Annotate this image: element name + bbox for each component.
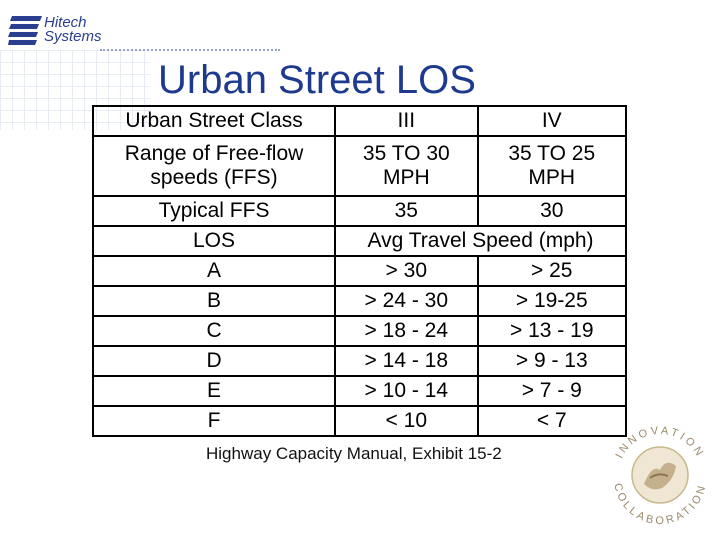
table-cell: Avg Travel Speed (mph) (334, 225, 627, 257)
cell-line: 35 TO 30 (362, 142, 450, 165)
table-row-los-header: LOS Avg Travel Speed (mph) (91, 225, 627, 257)
innovation-collaboration-seal: INNOVATION COLLABORATION (611, 425, 706, 527)
page-title: Urban Street LOS (158, 58, 476, 102)
table-cell: 35 TO 30 MPH (334, 135, 479, 197)
table-cell: A (91, 255, 337, 287)
table-row: A > 30 > 25 (91, 255, 628, 287)
cell-line: MPH (528, 166, 576, 189)
table-row-ffs-range: Range of Free-flow speeds (FFS) 35 TO 30 M… (91, 135, 628, 197)
logo-line-1: Hitech (44, 14, 87, 31)
table-cell: > 7 - 9 (476, 375, 628, 407)
table-cell: C (91, 315, 337, 347)
dotted-divider (100, 49, 280, 51)
table-header-row: Urban Street Class III IV (91, 105, 628, 137)
table-row-typical: Typical FFS 35 30 (91, 195, 628, 227)
table-cell: > 30 (334, 255, 479, 287)
cell-line: MPH (382, 166, 430, 189)
table-cell: > 9 - 13 (476, 345, 628, 377)
table-cell: > 18 - 24 (334, 315, 479, 347)
table-row: C > 18 - 24 > 13 - 19 (91, 315, 628, 347)
cell-line: speeds (FFS) (150, 166, 278, 189)
table-cell: 35 TO 25 MPH (476, 135, 628, 197)
table-cell: > 24 - 30 (334, 285, 479, 317)
table-row: B > 24 - 30 > 19-25 (91, 285, 628, 317)
table-cell: > 13 - 19 (476, 315, 628, 347)
table-cell: < 7 (476, 405, 628, 437)
table-cell: B (91, 285, 337, 317)
cell-line: 35 TO 25 (508, 142, 596, 165)
source-caption: Highway Capacity Manual, Exhibit 15-2 (206, 444, 502, 463)
table-row: E > 10 - 14 > 7 - 9 (91, 375, 628, 407)
table-row: F < 10 < 7 (91, 405, 628, 437)
hitech-logo (8, 16, 42, 45)
table-cell: F (91, 405, 337, 437)
table-cell: D (91, 345, 337, 377)
table-cell: 30 (476, 195, 628, 227)
table-cell: E (91, 375, 337, 407)
table-cell: > 10 - 14 (334, 375, 479, 407)
table-row: D > 14 - 18 > 9 - 13 (91, 345, 628, 377)
logo-text: Hitech Systems (44, 14, 102, 45)
table-cell: 35 (334, 195, 479, 227)
table-cell: Typical FFS (91, 195, 337, 227)
logo-line-2: Systems (44, 28, 102, 45)
table-cell: III (334, 105, 479, 137)
table-cell: > 25 (476, 255, 628, 287)
table-cell: < 10 (334, 405, 479, 437)
table-cell: > 14 - 18 (334, 345, 479, 377)
table-cell: LOS (91, 225, 337, 257)
table-cell: Range of Free-flow speeds (FFS) (91, 135, 337, 197)
table-cell: > 19-25 (476, 285, 628, 317)
table-cell: IV (476, 105, 628, 137)
cell-line: Range of Free-flow (124, 142, 304, 165)
los-table: Urban Street Class III IV Range of Free-… (91, 105, 628, 437)
table-cell: Urban Street Class (91, 105, 337, 137)
